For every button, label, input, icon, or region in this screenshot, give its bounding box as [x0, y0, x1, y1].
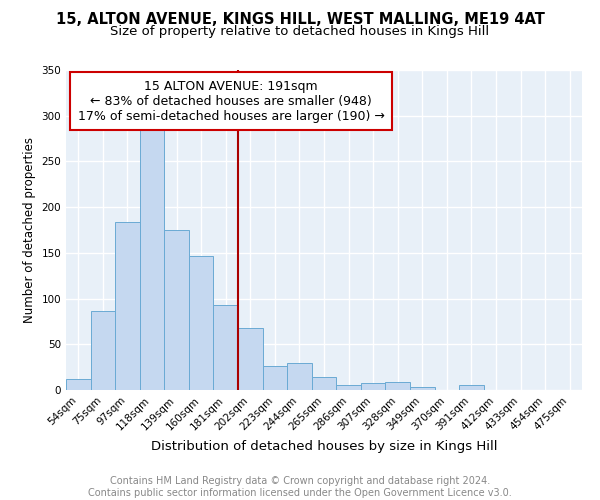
Bar: [336, 384, 361, 390]
Bar: [385, 382, 410, 390]
Text: 15, ALTON AVENUE, KINGS HILL, WEST MALLING, ME19 4AT: 15, ALTON AVENUE, KINGS HILL, WEST MALLI…: [56, 12, 544, 28]
Bar: [459, 384, 484, 390]
Bar: [66, 379, 91, 390]
Bar: [214, 305, 238, 390]
Bar: [91, 312, 115, 390]
Text: 15 ALTON AVENUE: 191sqm
← 83% of detached houses are smaller (948)
17% of semi-d: 15 ALTON AVENUE: 191sqm ← 83% of detache…: [77, 80, 385, 122]
Bar: [263, 366, 287, 390]
Text: Size of property relative to detached houses in Kings Hill: Size of property relative to detached ho…: [110, 25, 490, 38]
Bar: [287, 364, 312, 390]
Bar: [410, 388, 434, 390]
Bar: [140, 126, 164, 390]
Bar: [361, 382, 385, 390]
X-axis label: Distribution of detached houses by size in Kings Hill: Distribution of detached houses by size …: [151, 440, 497, 453]
Bar: [238, 328, 263, 390]
Bar: [189, 256, 214, 390]
Bar: [312, 377, 336, 390]
Bar: [115, 222, 140, 390]
Text: Contains HM Land Registry data © Crown copyright and database right 2024.
Contai: Contains HM Land Registry data © Crown c…: [88, 476, 512, 498]
Bar: [164, 230, 189, 390]
Y-axis label: Number of detached properties: Number of detached properties: [23, 137, 36, 323]
